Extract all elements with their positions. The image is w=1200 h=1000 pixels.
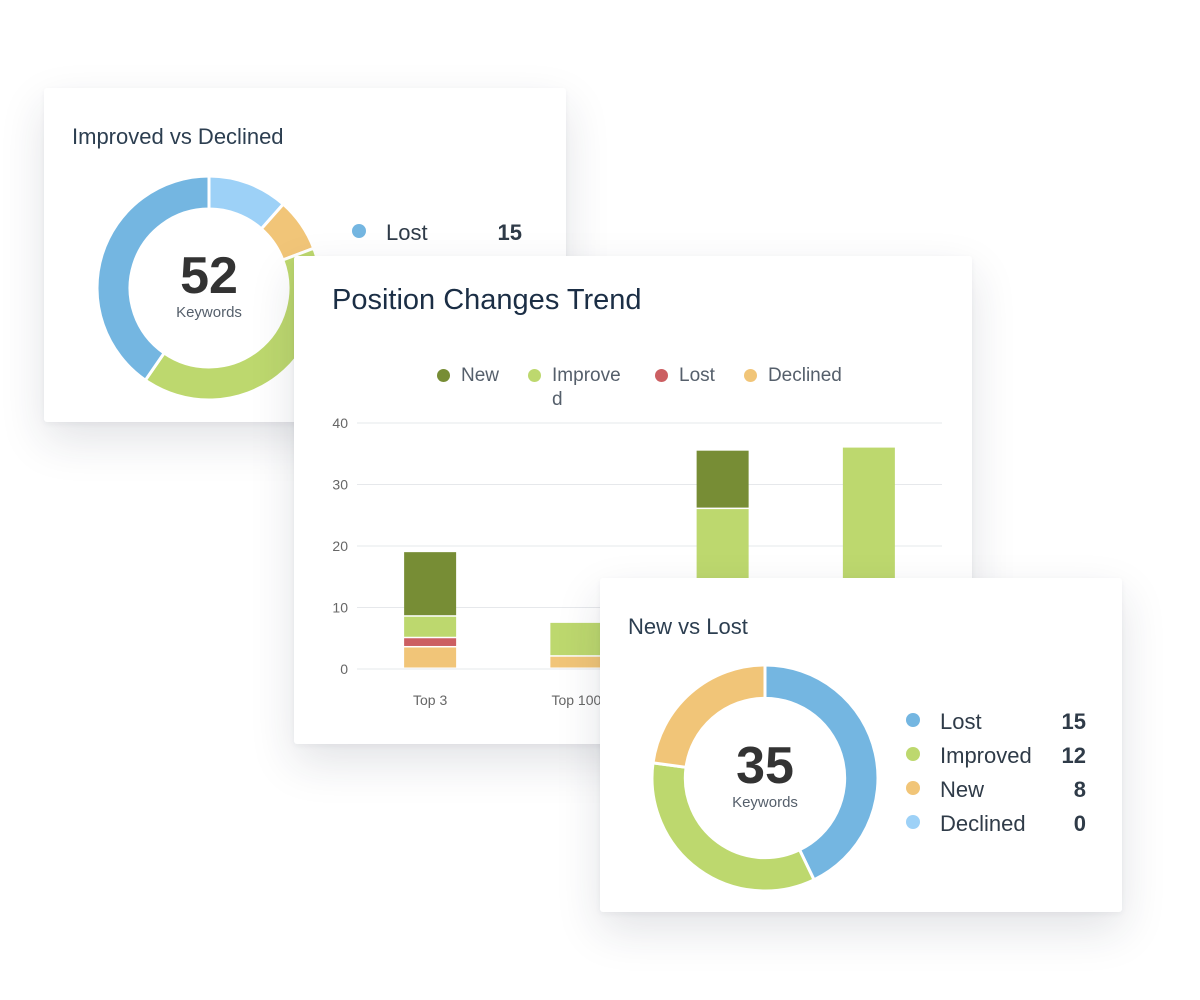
- legend-dot-lost: [655, 369, 669, 382]
- legend-dot-improved: [528, 369, 542, 382]
- bar-segment-new[interactable]: [404, 552, 457, 616]
- position-changes-legend: New Improved Lost Declined: [434, 364, 868, 412]
- donut-center: 35 Keywords: [651, 664, 879, 892]
- y-tick-label: 40: [332, 415, 348, 431]
- bar-segment-declined[interactable]: [550, 656, 603, 668]
- legend-label: New: [940, 777, 985, 802]
- bar-segment-declined[interactable]: [404, 647, 457, 668]
- legend-dot-declined: [906, 815, 920, 829]
- x-tick-label: Top 3: [413, 692, 447, 708]
- legend-label: Lost: [679, 365, 715, 386]
- legend-dot-new: [437, 369, 450, 382]
- legend-item-lost[interactable]: Lost: [652, 364, 715, 412]
- legend-label: Declined: [940, 811, 1026, 836]
- legend-item-declined[interactable]: Declined: [741, 364, 842, 412]
- new-vs-lost-donut: 35 Keywords: [651, 664, 879, 892]
- legend-item-new[interactable]: New: [434, 364, 499, 412]
- legend-dot-declined: [743, 369, 757, 382]
- legend-item-declined[interactable]: Declined 0: [906, 811, 1086, 845]
- bar-segment-new[interactable]: [696, 450, 749, 508]
- legend-label: Improved: [940, 743, 1032, 768]
- legend-label: Declined: [767, 365, 842, 386]
- legend-dot-lost: [352, 224, 366, 238]
- donut-total-label: Keywords: [176, 303, 242, 321]
- donut-slice-lost[interactable]: [96, 175, 211, 383]
- new-vs-lost-donut-svg: [651, 664, 879, 892]
- position-changes-trend-title: Position Changes Trend: [332, 284, 642, 316]
- legend-item-lost[interactable]: Lost 15: [352, 220, 522, 254]
- donut-total: 52: [180, 246, 238, 305]
- donut-total: 35: [736, 736, 794, 795]
- legend-value: 8: [1073, 777, 1086, 802]
- legend-value: 12: [1061, 743, 1086, 768]
- bar-segment-improved[interactable]: [404, 616, 457, 637]
- y-tick-label: 0: [340, 661, 348, 677]
- donut-slice-lost[interactable]: [763, 664, 879, 882]
- donut-total-label: Keywords: [732, 793, 798, 811]
- legend-label: Improved: [552, 365, 621, 410]
- legend-label: Lost: [940, 709, 982, 734]
- improved-vs-declined-donut: 52 Keywords: [96, 175, 322, 401]
- legend-dot-lost: [906, 713, 920, 727]
- new-vs-lost-legend: Lost 15 Improved 12 New 8 Declined 0: [906, 709, 1086, 845]
- bar-segment-lost[interactable]: [404, 638, 457, 646]
- new-vs-lost-title: New vs Lost: [628, 614, 748, 639]
- legend-label: Lost: [386, 220, 428, 245]
- legend-label: New: [461, 365, 500, 386]
- legend-item-improved[interactable]: Improved: [525, 364, 626, 412]
- legend-item-new[interactable]: New 8: [906, 777, 1086, 811]
- legend-item-lost[interactable]: Lost 15: [906, 709, 1086, 743]
- legend-value: 15: [497, 220, 522, 245]
- y-tick-label: 20: [332, 538, 348, 554]
- y-tick-label: 30: [332, 477, 348, 493]
- improved-vs-declined-donut-svg: [96, 175, 322, 401]
- legend-dot-new: [906, 781, 920, 795]
- x-tick-label: Top 100: [551, 692, 601, 708]
- improved-vs-declined-title: Improved vs Declined: [72, 124, 284, 149]
- improved-vs-declined-legend: Lost 15: [352, 220, 522, 254]
- donut-slice-new[interactable]: [651, 664, 767, 769]
- legend-value: 0: [1073, 811, 1086, 836]
- donut-center: 52 Keywords: [96, 175, 322, 401]
- y-tick-label: 10: [332, 600, 348, 616]
- bar-segment-improved[interactable]: [550, 622, 603, 656]
- improved-vs-declined-card: Improved vs Declined 52 Keywords Lost 15: [44, 88, 566, 422]
- legend-value: 15: [1061, 709, 1086, 734]
- new-vs-lost-card: New vs Lost 35 Keywords Lost 15 Improved…: [600, 578, 1122, 912]
- legend-dot-improved: [906, 747, 920, 761]
- legend-item-improved[interactable]: Improved 12: [906, 743, 1086, 777]
